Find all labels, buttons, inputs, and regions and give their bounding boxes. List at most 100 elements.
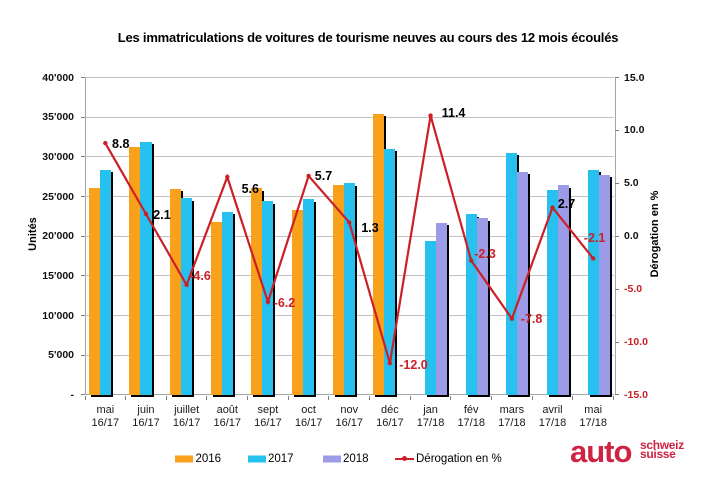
x-axis-label-month: oct	[301, 403, 316, 416]
bar-shadow-bottom	[264, 394, 276, 398]
x-axis-label-month: juillet	[174, 403, 200, 416]
x-axis-label-period: 17/18	[457, 416, 485, 429]
bar-shadow-bottom	[600, 394, 612, 398]
bar-2017	[546, 190, 559, 395]
x-axis-label-month: déc	[381, 403, 399, 416]
legend-label-2017: 2017	[268, 452, 294, 465]
bar-shadow-bottom	[438, 394, 450, 398]
legend-label-2016: 2016	[195, 452, 222, 465]
x-axis-tick	[531, 395, 533, 400]
bar-shadow	[528, 174, 531, 398]
bar-shadow-bottom	[142, 394, 154, 398]
bar-shadow	[609, 177, 612, 398]
x-axis-label-month: avril	[542, 403, 563, 416]
bar-2018	[558, 185, 570, 395]
bar-2017	[181, 198, 193, 395]
bar-shadow	[314, 201, 317, 398]
data-label: 1.3	[361, 221, 379, 236]
bar-2016	[88, 187, 100, 395]
y2-axis-tick	[614, 235, 619, 237]
legend-swatch-2018	[323, 455, 342, 462]
bar-2017	[99, 169, 111, 395]
logo-auto-word: auto	[570, 434, 632, 469]
x-axis-label-month: fév	[463, 403, 479, 416]
bar-2016	[210, 221, 222, 395]
bar-shadow	[395, 151, 398, 398]
y2-axis-label: 10.0	[624, 124, 645, 137]
bar-shadow-bottom	[294, 394, 306, 398]
x-axis-label-month: sept	[257, 403, 279, 416]
data-label: -2.1	[583, 230, 606, 245]
bar-shadow	[447, 225, 450, 398]
y2-axis-label: 15.0	[624, 71, 645, 84]
y-axis-tick	[81, 196, 85, 198]
bar-2017	[221, 211, 233, 395]
y-axis-label: -	[70, 388, 75, 401]
x-axis-tick	[409, 395, 411, 400]
y-axis-tick	[81, 77, 85, 78]
bar-shadow-bottom	[345, 394, 357, 398]
y-axis-label: 25'000	[42, 190, 74, 203]
bar-2016	[251, 188, 263, 395]
bar-shadow-bottom	[589, 394, 601, 398]
x-axis-label-period: 16/17	[132, 416, 160, 429]
x-axis-label-month: jan	[423, 403, 438, 416]
bar-shadow-bottom	[427, 394, 439, 398]
bar-2017	[343, 183, 355, 395]
gridline	[85, 77, 614, 78]
data-label: -7.8	[520, 311, 543, 326]
legend-label-derogation: Dérogation en %	[416, 452, 502, 465]
y2-axis-tick	[614, 77, 619, 78]
bar-2018	[436, 222, 448, 395]
y-axis-label: 40'000	[42, 71, 74, 84]
y2-axis-label: 5.0	[624, 177, 639, 190]
bar-shadow	[354, 185, 357, 398]
bar-shadow-bottom	[183, 394, 195, 398]
bar-2018	[598, 174, 610, 395]
x-axis-tick	[369, 395, 371, 400]
data-label: -4.6	[189, 268, 211, 283]
bar-shadow	[192, 200, 195, 398]
bar-shadow	[151, 144, 154, 398]
bar-shadow-bottom	[375, 394, 387, 398]
bar-shadow-bottom	[560, 394, 572, 398]
y2-axis-tick	[614, 182, 619, 184]
x-axis-tick	[206, 395, 208, 400]
x-axis-label-period: 17/18	[416, 416, 445, 429]
x-axis-label-period: 16/17	[213, 416, 242, 429]
bar-shadow-bottom	[519, 394, 531, 398]
y2-axis-tick	[614, 129, 619, 131]
x-axis-tick	[125, 395, 127, 400]
bar-shadow-bottom	[478, 394, 490, 398]
bar-shadow	[110, 172, 113, 398]
x-axis-label-month: mai	[584, 403, 603, 416]
bar-shadow-bottom	[253, 394, 265, 398]
chart-title: Les immatriculations de voitures de tour…	[117, 30, 619, 45]
bar-2017	[303, 199, 315, 395]
bar-shadow-bottom	[212, 394, 224, 398]
bar-shadow	[232, 214, 235, 398]
bar-shadow-bottom	[172, 394, 184, 398]
x-axis-tick	[572, 395, 574, 400]
y2-axis-label: -10.0	[624, 336, 648, 348]
bar-shadow-bottom	[548, 394, 561, 398]
y-axis-label: 35'000	[42, 111, 74, 124]
y-axis-tick	[81, 116, 85, 118]
x-axis-label-period: 16/17	[335, 416, 364, 429]
bar-shadow-bottom	[223, 394, 235, 398]
x-axis-label-month: août	[216, 403, 238, 416]
gridline	[85, 116, 614, 118]
bar-2016	[332, 185, 344, 395]
x-axis-tick	[613, 395, 614, 400]
y2-axis-tick	[614, 394, 619, 396]
logo-schweiz: schweiz	[640, 437, 684, 452]
y-axis-tick	[81, 156, 85, 158]
bar-2017	[465, 214, 477, 395]
y-axis-tick	[81, 235, 85, 237]
bar-shadow-bottom	[101, 394, 113, 398]
x-axis-label-period: 17/18	[538, 416, 567, 429]
x-axis-label-period: 16/17	[294, 416, 323, 429]
bar-2018	[476, 218, 488, 395]
x-axis-label-month: mars	[499, 403, 525, 416]
